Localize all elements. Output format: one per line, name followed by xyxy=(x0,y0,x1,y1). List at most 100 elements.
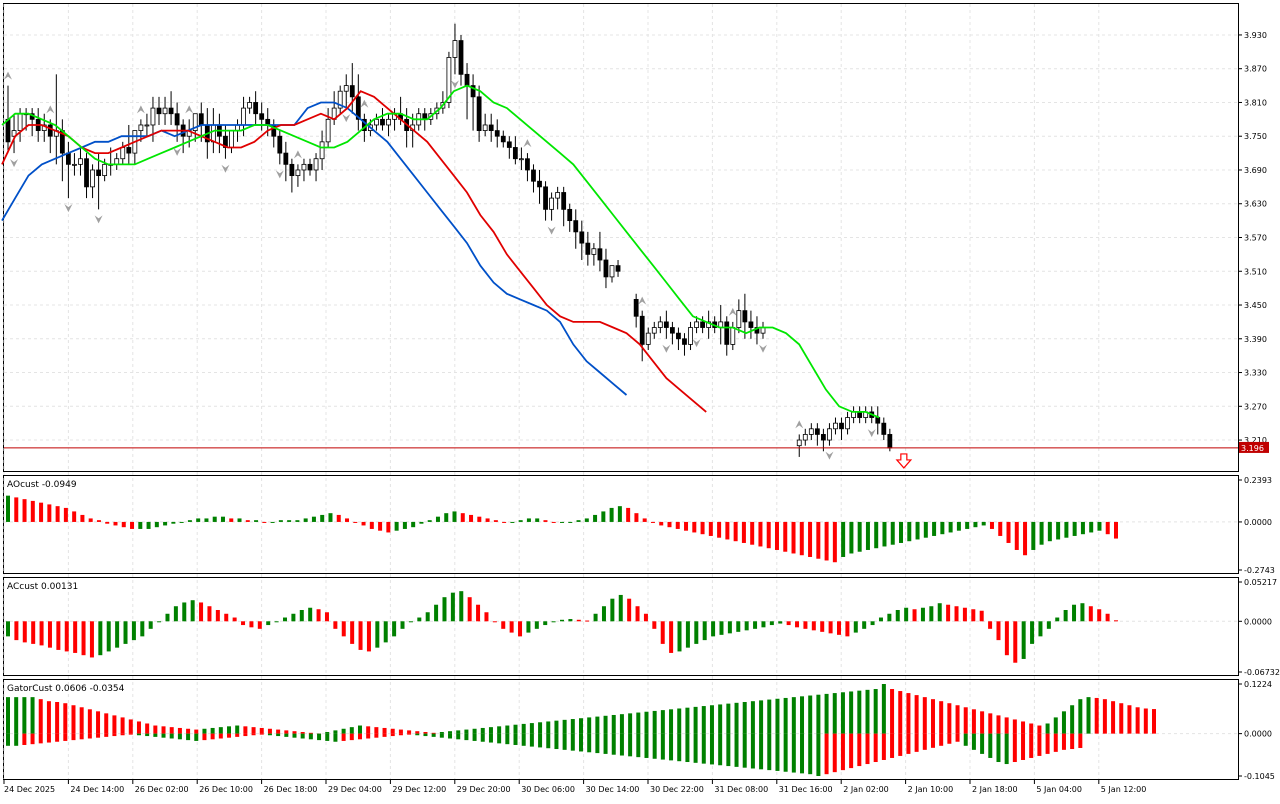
histogram-bar xyxy=(734,733,739,767)
histogram-bar xyxy=(865,689,870,734)
histogram-bar xyxy=(427,520,432,522)
candle-body xyxy=(736,310,742,328)
candle-body xyxy=(827,428,832,441)
candle-body xyxy=(833,422,838,430)
histogram-bar xyxy=(497,726,502,734)
histogram-bar xyxy=(873,689,878,734)
ac-title: ACcust 0.00131 xyxy=(7,582,78,592)
candle-body xyxy=(325,118,331,143)
candle-body xyxy=(84,158,89,188)
ao-pane-frame xyxy=(3,475,1239,574)
histogram-bar xyxy=(786,621,791,626)
indicator-tick-label: -0.1045 xyxy=(1244,772,1275,781)
histogram-bar xyxy=(64,621,69,652)
histogram-bar xyxy=(518,520,523,522)
histogram-bar xyxy=(554,720,559,734)
histogram-bar xyxy=(104,713,109,734)
histogram-bar xyxy=(207,606,212,622)
histogram-bar xyxy=(1031,521,1036,550)
histogram-bar xyxy=(328,513,333,522)
histogram-bar xyxy=(383,621,388,643)
candle-body xyxy=(519,158,524,161)
histogram-bar xyxy=(736,621,741,632)
histogram-bar xyxy=(849,691,854,734)
histogram-bar xyxy=(791,733,796,773)
histogram-bar xyxy=(1053,733,1058,752)
histogram-bar xyxy=(270,521,275,523)
time-tick-label: 30 Dec 14:00 xyxy=(586,785,640,794)
histogram-bar xyxy=(120,717,125,734)
histogram-bar xyxy=(1029,733,1034,758)
candle-body xyxy=(796,439,802,447)
candle-body xyxy=(150,107,156,126)
histogram-bar xyxy=(694,621,699,644)
time-tick-label: 29 Dec 12:00 xyxy=(392,785,446,794)
fractal-up-marker xyxy=(795,420,804,429)
histogram-bar xyxy=(79,707,84,734)
histogram-bar xyxy=(981,521,986,526)
candle-body xyxy=(470,85,476,98)
gator-title: GatorCust 0.0606 -0.0354 xyxy=(7,684,125,694)
histogram-bar xyxy=(402,521,407,529)
histogram-bar xyxy=(6,495,10,522)
histogram-bar xyxy=(71,733,76,741)
histogram-bar xyxy=(635,606,640,622)
histogram-bar xyxy=(509,621,514,633)
candle-body xyxy=(307,163,313,171)
histogram-bar xyxy=(576,619,581,622)
histogram-bar xyxy=(415,731,420,734)
histogram-bar xyxy=(22,733,27,745)
price-tick-label: 3.690 xyxy=(1244,166,1267,175)
time-tick-label: 24 Dec 14:00 xyxy=(70,785,124,794)
histogram-bar xyxy=(80,514,85,522)
histogram-bar xyxy=(887,613,892,622)
histogram-bar xyxy=(308,607,313,622)
histogram-bar xyxy=(669,709,674,734)
histogram-bar xyxy=(196,518,201,522)
histogram-bar xyxy=(693,706,698,734)
histogram-bar xyxy=(22,499,27,522)
histogram-bar xyxy=(179,521,184,523)
histogram-bar xyxy=(14,733,19,746)
histogram-bar xyxy=(408,621,413,623)
histogram-bar xyxy=(435,516,440,522)
histogram-bar xyxy=(518,621,523,637)
histogram-bar xyxy=(820,621,825,632)
histogram-bar xyxy=(791,521,796,554)
histogram-bar xyxy=(750,521,755,545)
histogram-bar xyxy=(940,521,945,535)
histogram-bar xyxy=(278,520,283,522)
price-tick-label: 3.510 xyxy=(1244,267,1267,276)
histogram-bar xyxy=(939,701,944,734)
histogram-bar xyxy=(955,705,960,734)
candle-body xyxy=(730,327,736,345)
ac-pane-frame xyxy=(3,577,1239,676)
histogram-bar xyxy=(303,518,308,522)
histogram-bar xyxy=(194,733,199,741)
histogram-bar xyxy=(1080,603,1085,622)
candle-body xyxy=(676,332,681,340)
histogram-bar xyxy=(324,612,329,622)
candle-body xyxy=(72,163,77,166)
candle-body xyxy=(452,40,458,58)
histogram-bar xyxy=(667,521,672,528)
histogram-bar xyxy=(692,521,697,533)
candle-body xyxy=(609,265,615,278)
histogram-bar xyxy=(767,699,772,734)
histogram-bar xyxy=(546,733,551,749)
histogram-bar xyxy=(112,733,117,737)
histogram-bar xyxy=(145,723,150,734)
current-price-label: 3.196 xyxy=(1241,444,1264,453)
histogram-bar xyxy=(837,621,841,635)
indicator-tick-label: 0.0000 xyxy=(1244,518,1272,527)
histogram-bar xyxy=(554,733,559,750)
histogram-bar xyxy=(963,707,968,734)
histogram-bar xyxy=(761,621,766,628)
histogram-bar xyxy=(595,716,600,734)
candle-body xyxy=(313,158,319,171)
histogram-bar xyxy=(890,521,895,545)
gator-pane-frame xyxy=(3,679,1239,780)
histogram-bar xyxy=(320,514,325,522)
histogram-bar xyxy=(472,728,477,734)
ac-plot xyxy=(6,591,1118,663)
